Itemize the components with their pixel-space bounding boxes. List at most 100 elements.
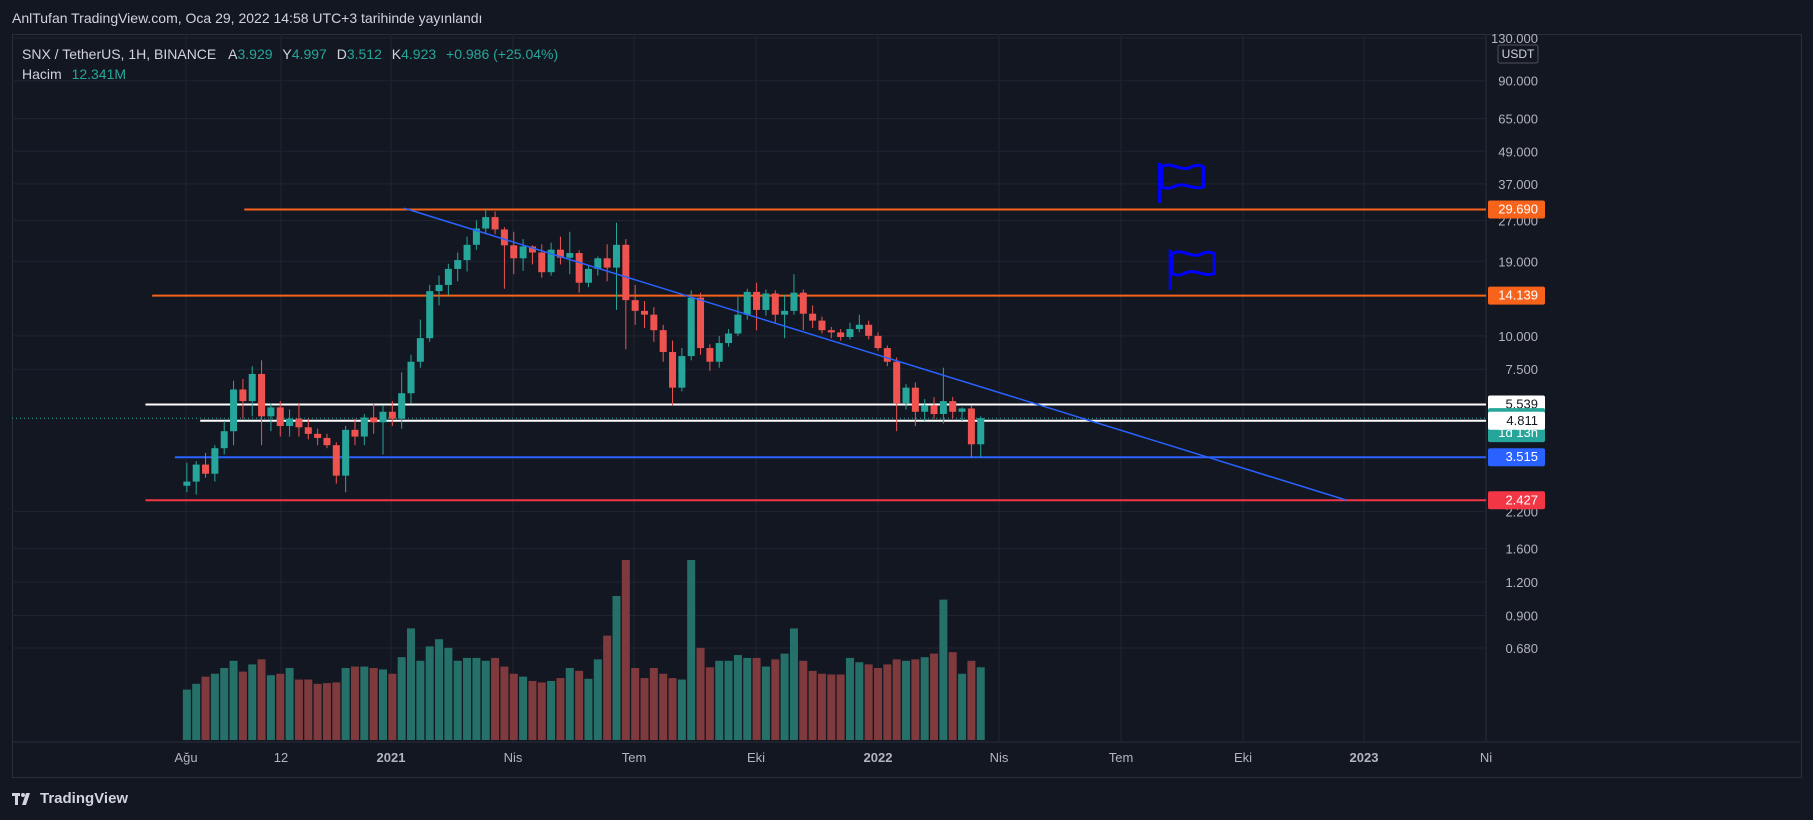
volume-bar: [556, 678, 565, 740]
candle-body: [930, 405, 938, 415]
candle-body: [911, 387, 919, 412]
volume-bar: [491, 657, 500, 740]
volume-bar: [276, 673, 285, 740]
time-tick-label: Eki: [1234, 750, 1252, 765]
candle-body: [809, 313, 817, 321]
volume-bar: [930, 653, 939, 740]
price-label-text: 14.139: [1498, 288, 1538, 303]
volume-bar: [705, 667, 714, 740]
low-label: D: [336, 46, 347, 62]
candle-body: [342, 429, 350, 476]
volume-bar: [182, 689, 191, 740]
time-tick-label: 2023: [1350, 750, 1379, 765]
price-label-text: 4.811: [1506, 413, 1538, 428]
candle-body: [407, 361, 415, 394]
publish-header: AnlTufan TradingView.com, Oca 29, 2022 1…: [0, 0, 1813, 34]
volume-bar: [780, 653, 789, 740]
tradingview-logo-icon: [12, 792, 30, 805]
volume-bar: [481, 660, 490, 740]
volume-bar: [612, 596, 621, 740]
candle-body: [781, 310, 789, 315]
candle-body: [426, 291, 434, 339]
price-label-text: 2.427: [1505, 492, 1538, 507]
currency-badge: [1497, 44, 1539, 64]
candle-body: [304, 427, 312, 434]
volume-bar: [192, 683, 201, 740]
price-label-text: 3.515: [1505, 449, 1538, 464]
candle-body: [556, 249, 564, 258]
change-value: +0.986 (+25.04%): [446, 46, 559, 62]
price-tick-label: 0.900: [1505, 608, 1538, 623]
footer-bar: [0, 778, 1813, 820]
price-tick-label: 49.000: [1498, 144, 1538, 159]
volume-bar: [883, 664, 892, 740]
candle-body: [472, 228, 480, 245]
candle-body: [771, 293, 779, 315]
candle-body: [631, 300, 639, 311]
volume-bar: [294, 679, 303, 740]
candle-body: [416, 338, 424, 362]
candle-body: [949, 401, 957, 412]
brand-name: TradingView: [40, 790, 129, 807]
candle-body: [883, 348, 891, 362]
candle-body: [697, 297, 705, 349]
time-axis: Ağu 12 2021 Nis Tem Eki 2022 Nis Tem Eki 2023 Ni: [174, 750, 1492, 765]
candle-body: [370, 417, 378, 423]
candle-body: [584, 268, 592, 283]
candle-body: [538, 252, 546, 273]
volume-bar: [407, 628, 416, 740]
volume-bar: [341, 668, 350, 740]
time-tick-label: 2022: [864, 750, 893, 765]
volume-row: Hacim 12.341M: [22, 64, 558, 84]
candle-body: [641, 310, 649, 315]
candle-body: [510, 245, 518, 259]
volume-bar: [687, 560, 696, 740]
candle-body: [351, 429, 359, 437]
grid-layer: [12, 34, 1487, 742]
volume-bar: [201, 676, 210, 740]
flag-cloth: [1160, 163, 1206, 190]
volume-bar: [248, 664, 257, 740]
candle-body: [211, 448, 219, 474]
candle-body: [519, 246, 527, 259]
candle-body: [547, 249, 555, 273]
candle-body: [669, 352, 677, 388]
volume-bar: [902, 660, 911, 740]
candle-body: [659, 330, 667, 353]
candle-body: [267, 407, 275, 417]
candle-body: [379, 411, 387, 423]
volume-bar: [350, 666, 359, 740]
volume-bar: [864, 664, 873, 740]
volume-bar: [696, 647, 705, 740]
volume-bar: [416, 660, 425, 740]
candle-body: [314, 433, 322, 438]
candle-body: [958, 408, 966, 412]
candle-body: [332, 445, 340, 476]
candle-body: [678, 356, 686, 388]
symbol-label[interactable]: SNX / TetherUS, 1H, BINANCE: [22, 46, 217, 62]
volume-bar: [967, 660, 976, 740]
price-label-box: [1488, 491, 1545, 510]
flag-icon: [1168, 249, 1216, 290]
close-value: 4.923: [401, 46, 437, 62]
volume-bar: [743, 657, 752, 740]
candle-body: [939, 401, 947, 415]
volume-label[interactable]: Hacim: [22, 66, 62, 82]
volume-bar: [920, 657, 929, 740]
volume-bar: [220, 668, 229, 740]
candle-body: [388, 411, 396, 419]
candle-body: [743, 291, 751, 315]
open-value: 3.929: [237, 46, 273, 62]
candle-body: [921, 405, 929, 412]
price-tick-label: 0.680: [1505, 641, 1538, 656]
price-tick-label: 37.000: [1498, 177, 1538, 192]
volume-bar: [500, 666, 509, 740]
volume-bar: [369, 668, 378, 740]
candle-body: [248, 373, 256, 402]
price-tick-label: 90.000: [1498, 74, 1538, 89]
candle-body: [202, 464, 210, 474]
candle-body: [799, 292, 807, 314]
candles-layer: [183, 208, 985, 495]
tradingview-brand[interactable]: TradingView: [12, 790, 128, 807]
